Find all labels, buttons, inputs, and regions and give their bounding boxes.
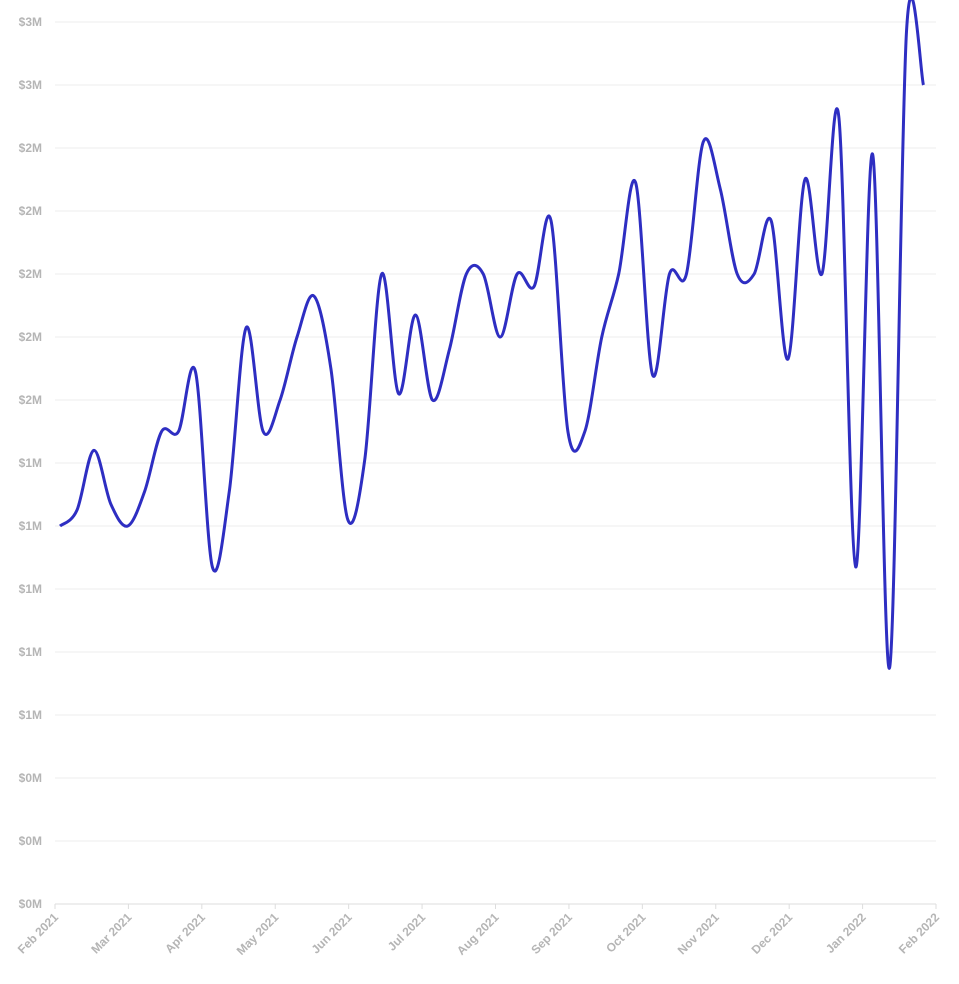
x-tick-label: Aug 2021: [454, 910, 502, 958]
x-tick-label: Feb 2021: [15, 910, 61, 956]
y-tick-label: $1M: [19, 456, 42, 470]
y-tick-label: $1M: [19, 645, 42, 659]
y-tick-label: $2M: [19, 267, 42, 281]
y-tick-label: $2M: [19, 393, 42, 407]
x-tick-label: Oct 2021: [603, 910, 649, 956]
y-tick-label: $2M: [19, 330, 42, 344]
line-series: [58, 0, 925, 670]
x-tick-label: Mar 2021: [88, 910, 134, 956]
x-tick-label: Apr 2021: [162, 910, 208, 956]
x-tick-label: May 2021: [234, 910, 282, 958]
y-tick-label: $0M: [19, 897, 42, 911]
y-tick-label: $1M: [19, 582, 42, 596]
y-tick-label: $1M: [19, 708, 42, 722]
y-tick-label: $3M: [19, 78, 42, 92]
x-tick-label: Sep 2021: [528, 910, 575, 957]
x-tick-label: Dec 2021: [749, 910, 796, 957]
x-tick-label: Jun 2021: [309, 910, 355, 956]
y-tick-label: $1M: [19, 519, 42, 533]
y-tick-label: $2M: [19, 204, 42, 218]
x-tick-label: Feb 2022: [896, 910, 942, 956]
x-tick-label: Nov 2021: [675, 910, 722, 957]
y-tick-label: $0M: [19, 771, 42, 785]
y-tick-label: $0M: [19, 834, 42, 848]
y-tick-label: $2M: [19, 141, 42, 155]
x-tick-label: Jul 2021: [385, 910, 429, 954]
x-tick-label: Jan 2022: [823, 910, 869, 956]
y-tick-label: $3M: [19, 15, 42, 29]
